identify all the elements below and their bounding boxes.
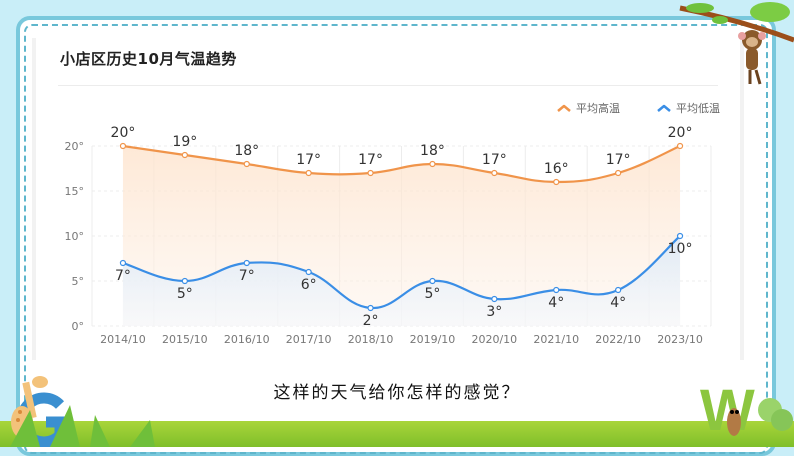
svg-text:5°: 5° bbox=[72, 275, 85, 288]
data-point[interactable] bbox=[491, 169, 498, 177]
y-axis: 0° 5° 10° 15° 20° bbox=[65, 140, 85, 333]
data-point[interactable] bbox=[243, 160, 250, 168]
low-temp-series bbox=[119, 232, 684, 312]
svg-text:2022/10: 2022/10 bbox=[595, 333, 641, 346]
svg-text:3°: 3° bbox=[486, 304, 502, 320]
data-point[interactable] bbox=[243, 259, 250, 267]
data-point[interactable] bbox=[676, 142, 684, 150]
svg-text:7°: 7° bbox=[115, 268, 131, 284]
letter-w-worm-icon: W bbox=[700, 378, 793, 443]
svg-text:10°: 10° bbox=[668, 241, 693, 257]
svg-text:5°: 5° bbox=[177, 286, 193, 302]
legend-low-icon bbox=[657, 104, 671, 112]
chart-title: 小店区历史10月气温趋势 bbox=[60, 50, 237, 68]
svg-text:10°: 10° bbox=[65, 230, 85, 243]
svg-text:20°: 20° bbox=[65, 140, 85, 153]
data-point[interactable] bbox=[429, 160, 436, 168]
grass-blades-left bbox=[10, 405, 155, 447]
svg-text:2021/10: 2021/10 bbox=[533, 333, 579, 346]
title-divider bbox=[58, 85, 718, 86]
data-point[interactable] bbox=[119, 259, 127, 267]
legend-high-label: 平均高温 bbox=[576, 102, 620, 115]
data-point[interactable] bbox=[553, 178, 560, 186]
data-point[interactable] bbox=[305, 169, 312, 177]
legend-low-label: 平均低温 bbox=[676, 102, 720, 115]
svg-text:17°: 17° bbox=[358, 152, 383, 168]
data-point[interactable] bbox=[181, 277, 188, 285]
svg-text:4°: 4° bbox=[548, 295, 564, 311]
legend-high-icon bbox=[557, 104, 571, 112]
legend-item-high[interactable]: 平均高温 bbox=[556, 100, 620, 116]
svg-text:2019/10: 2019/10 bbox=[410, 333, 456, 346]
svg-text:16°: 16° bbox=[544, 161, 569, 177]
data-point[interactable] bbox=[181, 151, 188, 159]
data-point[interactable] bbox=[429, 277, 436, 285]
data-point[interactable] bbox=[553, 286, 560, 294]
data-point[interactable] bbox=[676, 232, 684, 240]
monkey-on-branch-icon bbox=[679, 2, 794, 85]
svg-text:20°: 20° bbox=[111, 125, 136, 141]
svg-text:2016/10: 2016/10 bbox=[224, 333, 270, 346]
svg-text:2014/10: 2014/10 bbox=[100, 333, 146, 346]
svg-text:17°: 17° bbox=[606, 152, 631, 168]
data-point[interactable] bbox=[367, 169, 374, 177]
svg-text:0°: 0° bbox=[72, 320, 85, 333]
svg-text:2015/10: 2015/10 bbox=[162, 333, 208, 346]
svg-text:17°: 17° bbox=[482, 152, 507, 168]
data-point[interactable] bbox=[367, 304, 374, 312]
legend-item-low[interactable]: 平均低温 bbox=[656, 100, 720, 116]
svg-text:2020/10: 2020/10 bbox=[471, 333, 517, 346]
svg-text:2°: 2° bbox=[363, 313, 379, 329]
data-point[interactable] bbox=[615, 169, 622, 177]
svg-text:2018/10: 2018/10 bbox=[348, 333, 394, 346]
svg-text:5°: 5° bbox=[424, 286, 440, 302]
svg-text:20°: 20° bbox=[668, 125, 693, 141]
chart-areas bbox=[122, 146, 681, 326]
svg-text:15°: 15° bbox=[65, 185, 85, 198]
svg-text:2023/10: 2023/10 bbox=[657, 333, 703, 346]
svg-text:19°: 19° bbox=[172, 134, 197, 150]
svg-text:2017/10: 2017/10 bbox=[286, 333, 332, 346]
data-labels: 20° 19° 18° 17° 17° 18° 17° 16° 17° 20° 7° 5° 7° 6° 2°… bbox=[111, 125, 693, 329]
high-temp-series bbox=[119, 142, 684, 186]
data-point[interactable] bbox=[615, 286, 622, 294]
svg-text:7°: 7° bbox=[239, 268, 255, 284]
x-axis: 2014/10 2015/10 2016/10 2017/10 2018/10 2019/… bbox=[100, 333, 703, 346]
data-point[interactable] bbox=[119, 142, 127, 150]
svg-text:17°: 17° bbox=[296, 152, 321, 168]
svg-text:W: W bbox=[700, 378, 755, 443]
grass-decoration bbox=[0, 421, 794, 447]
data-point[interactable] bbox=[491, 295, 498, 303]
svg-text:4°: 4° bbox=[610, 295, 626, 311]
question-text: 这样的天气给你怎样的感觉？ bbox=[273, 383, 521, 403]
svg-text:6°: 6° bbox=[301, 277, 317, 293]
svg-text:18°: 18° bbox=[234, 143, 259, 159]
chart-lines bbox=[119, 142, 684, 312]
svg-text:18°: 18° bbox=[420, 143, 445, 159]
data-point[interactable] bbox=[305, 268, 312, 276]
